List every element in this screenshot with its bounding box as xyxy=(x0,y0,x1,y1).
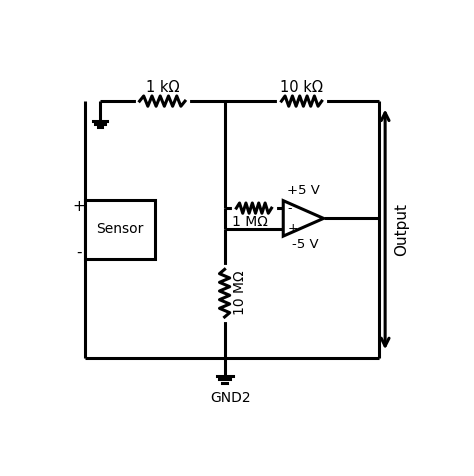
Text: -5 V: -5 V xyxy=(292,238,319,251)
Text: 10 MΩ: 10 MΩ xyxy=(233,271,246,316)
Text: -: - xyxy=(76,245,82,259)
Text: +5 V: +5 V xyxy=(287,184,320,197)
FancyBboxPatch shape xyxy=(85,200,155,259)
Text: 10 kΩ: 10 kΩ xyxy=(280,79,323,95)
Text: 1 MΩ: 1 MΩ xyxy=(232,215,268,229)
Text: 1 kΩ: 1 kΩ xyxy=(146,79,179,95)
Text: Output: Output xyxy=(394,203,409,256)
Text: Sensor: Sensor xyxy=(96,222,144,237)
Text: -: - xyxy=(288,202,292,215)
Text: +: + xyxy=(288,222,298,235)
Text: +: + xyxy=(73,199,85,214)
Text: GND2: GND2 xyxy=(210,391,250,406)
